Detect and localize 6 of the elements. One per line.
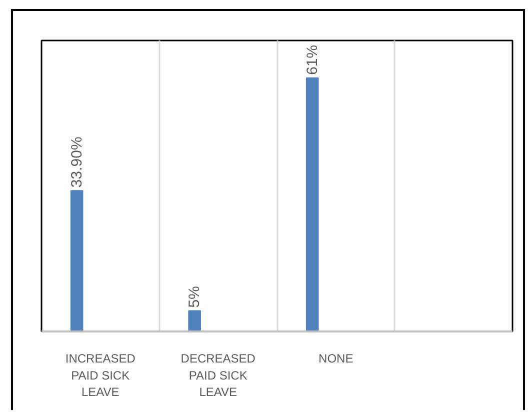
x-tick-label: DECREASED PAID SICK LEAVE [180,352,256,400]
x-tick-label: NONE [318,352,354,366]
data-label: 33.90% [68,136,86,188]
data-label: 5% [186,286,204,308]
x-tick-label: INCREASED PAID SICK LEAVE [65,352,136,400]
data-label: 61% [304,44,321,75]
